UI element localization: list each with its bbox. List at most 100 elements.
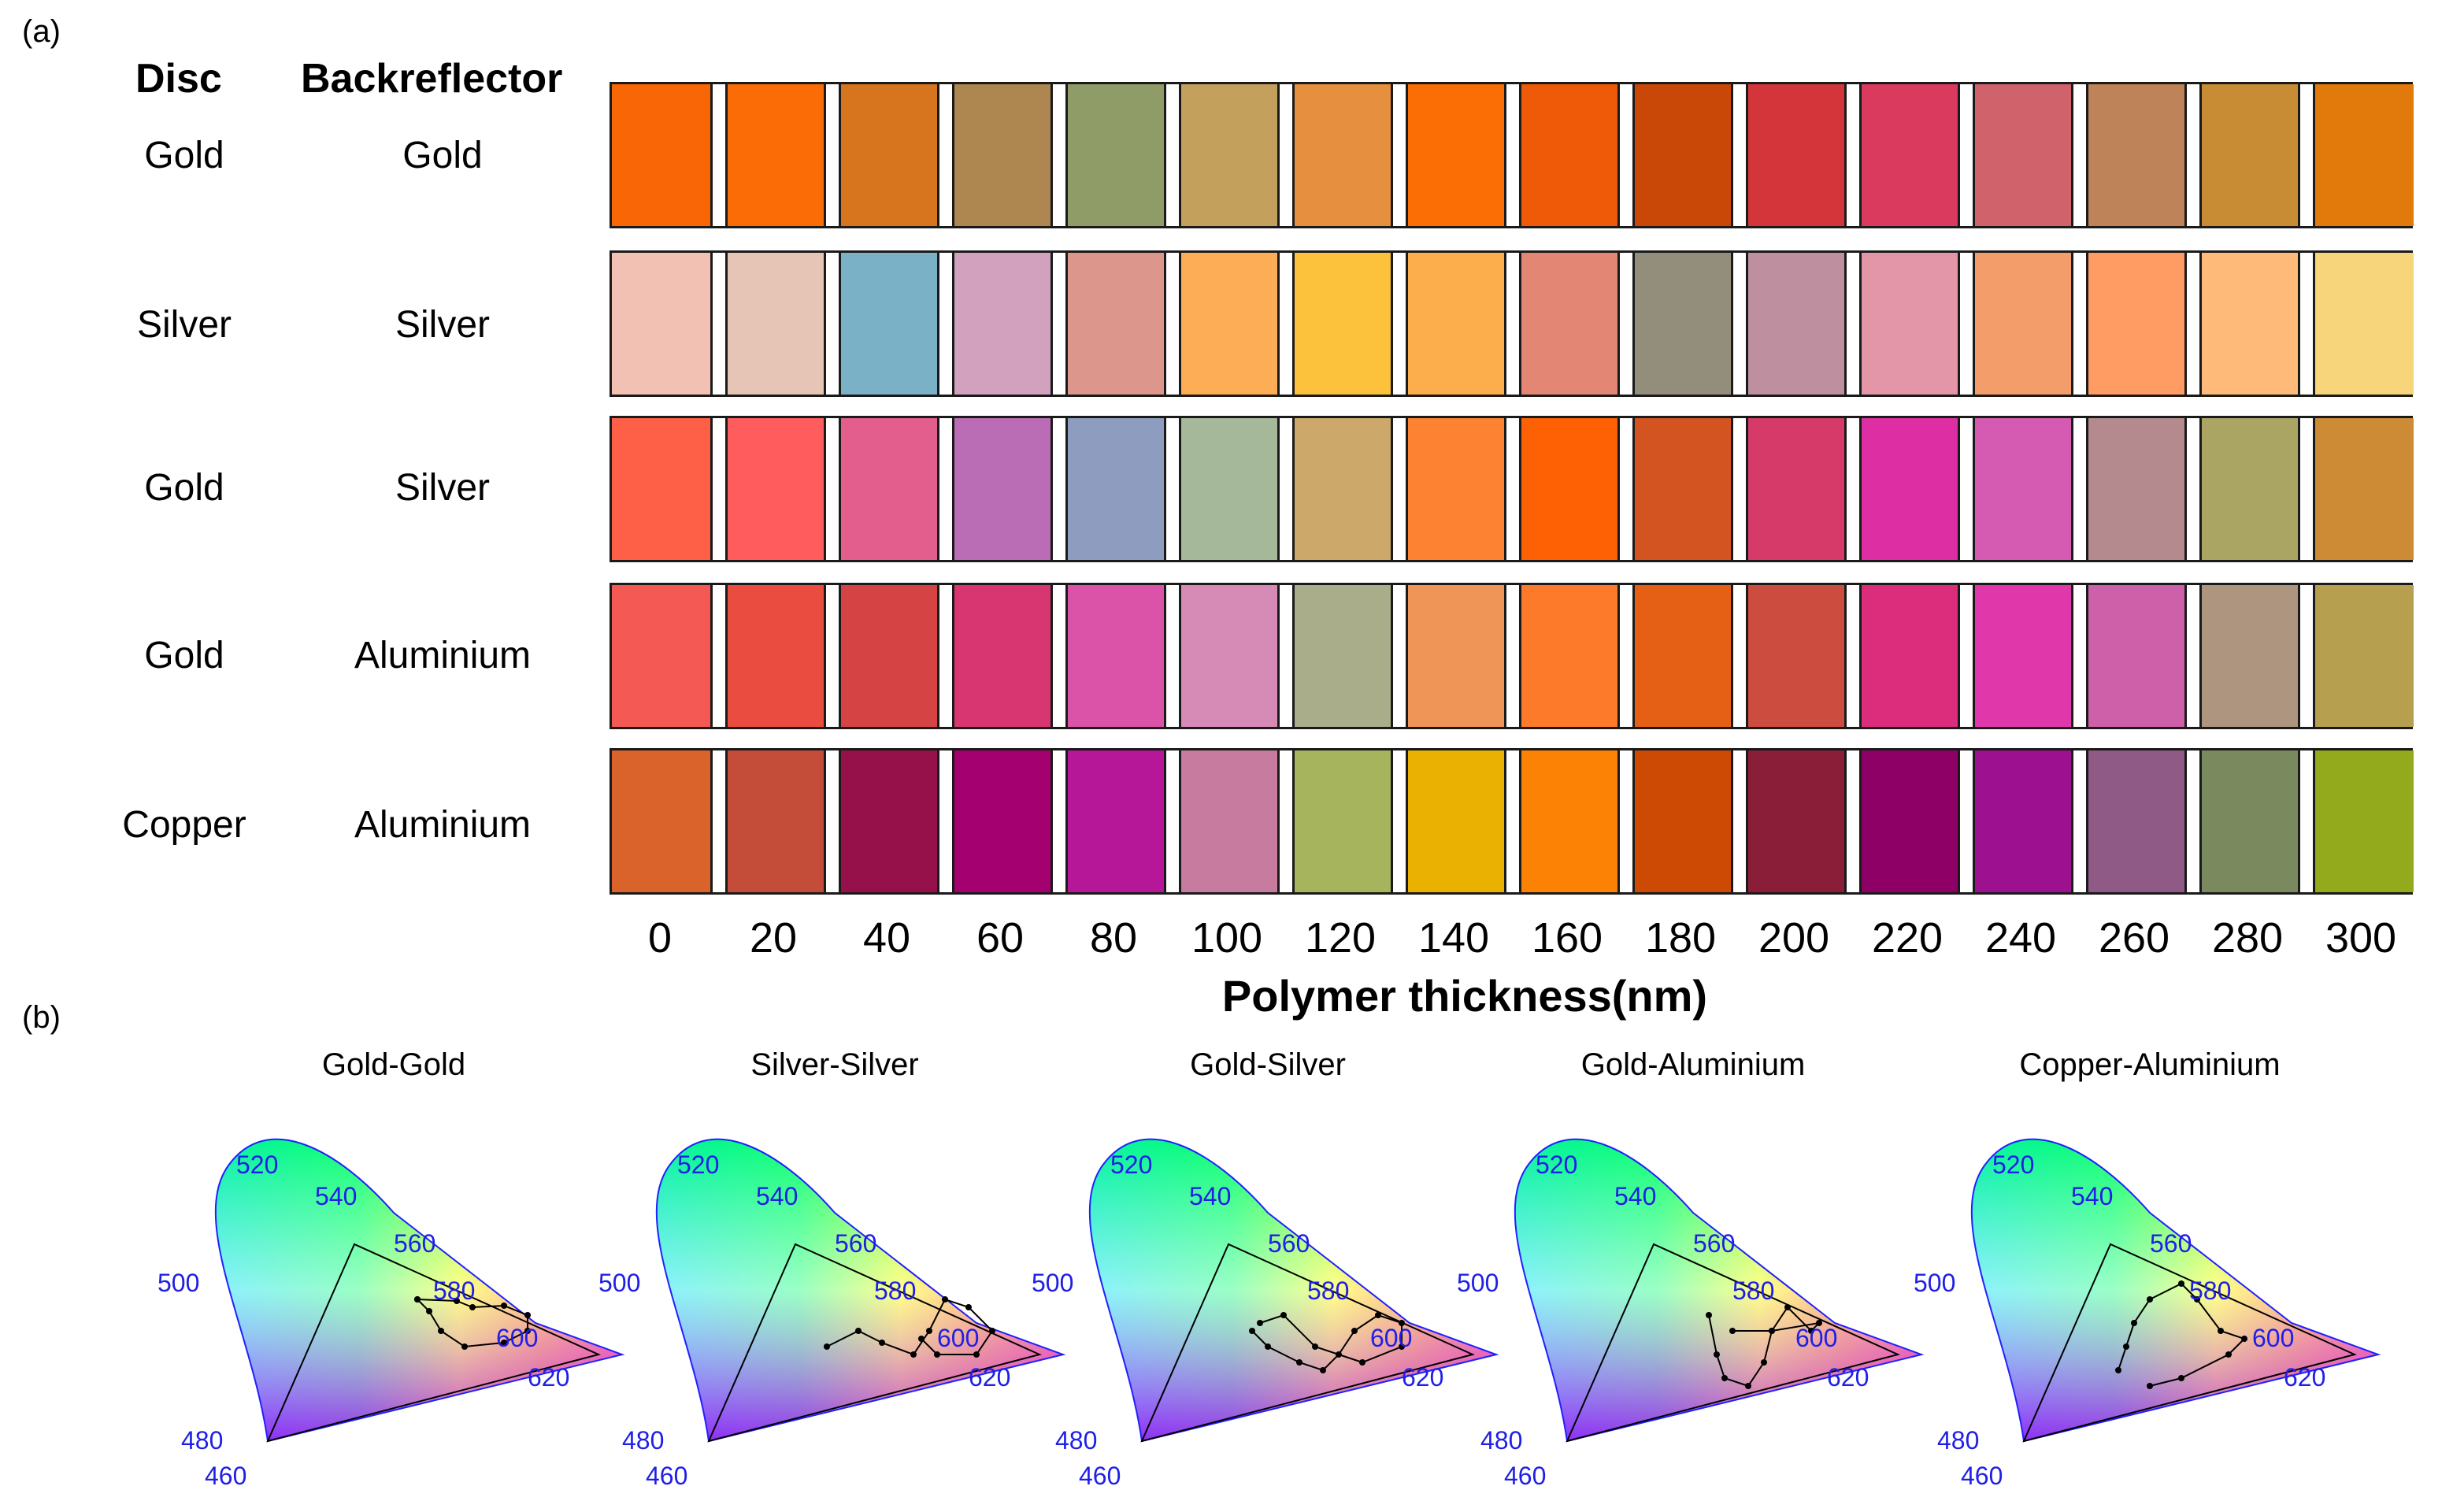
color-swatch bbox=[1406, 418, 1506, 560]
row-label-disc: Gold bbox=[144, 467, 224, 509]
wavelength-label: 560 bbox=[835, 1229, 876, 1258]
color-swatch bbox=[1065, 750, 1166, 892]
color-swatch bbox=[725, 750, 826, 892]
thickness-tick-label: 280 bbox=[2211, 914, 2284, 962]
trajectory-point bbox=[1721, 1375, 1728, 1381]
trajectory-point bbox=[414, 1296, 421, 1303]
thickness-tick-label: 220 bbox=[1871, 914, 1944, 962]
color-swatch bbox=[1406, 253, 1506, 395]
wavelength-label: 560 bbox=[2150, 1229, 2192, 1258]
trajectory-point bbox=[942, 1296, 948, 1303]
color-swatch bbox=[839, 585, 939, 727]
trajectory-point bbox=[2194, 1296, 2200, 1303]
trajectory-point bbox=[1265, 1343, 1271, 1350]
color-swatch bbox=[2086, 418, 2187, 560]
color-swatch bbox=[1746, 750, 1847, 892]
color-swatch bbox=[1746, 84, 1847, 226]
color-swatch bbox=[1406, 585, 1506, 727]
thickness-tick-label: 260 bbox=[2098, 914, 2170, 962]
color-swatch bbox=[1973, 253, 2073, 395]
color-swatch bbox=[839, 418, 939, 560]
color-swatch bbox=[952, 750, 1053, 892]
trajectory-point bbox=[501, 1340, 507, 1346]
wavelength-label: 580 bbox=[874, 1277, 916, 1305]
trajectory-point bbox=[2225, 1351, 2232, 1358]
cie-diagram-title: Copper-Aluminium bbox=[2019, 1047, 2281, 1082]
cie-chromaticity-chart: 520 540 560 580 600 620 500 480 460 bbox=[157, 1138, 625, 1488]
cie-diagram: Gold-Aluminium 520 540 560 580 600 620 500 480 46… bbox=[1457, 1047, 1929, 1488]
trajectory-point bbox=[501, 1303, 507, 1309]
trajectory-point bbox=[918, 1336, 925, 1342]
color-swatch bbox=[1632, 418, 1733, 560]
trajectory-point bbox=[2131, 1320, 2137, 1326]
trajectory-point bbox=[438, 1328, 444, 1334]
strip-row bbox=[610, 583, 2414, 729]
trajectory-point bbox=[1729, 1328, 1736, 1334]
color-swatch bbox=[839, 253, 939, 395]
row-label-disc: Copper bbox=[122, 804, 246, 846]
color-swatch bbox=[1519, 253, 1620, 395]
thickness-tick-label: 0 bbox=[647, 914, 673, 962]
color-swatch bbox=[1292, 418, 1393, 560]
wavelength-label: 600 bbox=[2252, 1324, 2294, 1352]
trajectory-point bbox=[1706, 1312, 1712, 1318]
srgb-gamut-triangle bbox=[707, 1243, 1042, 1443]
cie-diagram-title: Gold-Silver bbox=[1190, 1047, 1346, 1082]
row-label-backreflector: Aluminium bbox=[354, 804, 532, 846]
color-swatch bbox=[2313, 418, 2414, 560]
wavelength-label: 480 bbox=[1937, 1426, 1979, 1455]
trajectory-point bbox=[989, 1328, 995, 1334]
color-swatch bbox=[2313, 750, 2414, 892]
color-swatch bbox=[1632, 585, 1733, 727]
trajectory-point bbox=[1769, 1328, 1775, 1334]
cie-chromaticity-chart: 520 540 560 580 600 620 500 480 460 bbox=[598, 1138, 1066, 1488]
color-swatch bbox=[839, 750, 939, 892]
panel-label-a: (a) bbox=[22, 14, 61, 49]
color-swatch bbox=[1859, 585, 1960, 727]
trajectory-point bbox=[973, 1351, 980, 1358]
cie-chromaticity-chart: 520 540 560 580 600 620 500 480 460 bbox=[1032, 1138, 1499, 1488]
row-label-disc: Gold bbox=[144, 635, 224, 676]
color-swatch bbox=[1406, 750, 1506, 892]
x-axis-label: Polymer thickness(nm) bbox=[1221, 971, 1708, 1021]
wavelength-label: 460 bbox=[646, 1462, 687, 1488]
thickness-tick-label: 300 bbox=[2325, 914, 2397, 962]
thickness-tick-label: 140 bbox=[1417, 914, 1490, 962]
trajectory-point bbox=[855, 1328, 862, 1334]
wavelength-label: 600 bbox=[937, 1324, 979, 1352]
wavelength-label: 500 bbox=[1457, 1269, 1499, 1297]
trajectory-point bbox=[461, 1343, 468, 1350]
cie-spectral-locus-overlay bbox=[214, 1138, 625, 1443]
cie-chromaticity-chart: 520 540 560 580 600 620 500 480 460 bbox=[1457, 1138, 1925, 1488]
color-swatch bbox=[612, 585, 713, 727]
color-swatch bbox=[1519, 84, 1620, 226]
color-swatch bbox=[1746, 585, 1847, 727]
row-label-backreflector: Gold bbox=[402, 135, 483, 176]
cie-spectral-locus-overlay bbox=[1514, 1138, 1925, 1443]
color-swatch bbox=[1065, 84, 1166, 226]
trajectory-point bbox=[2147, 1296, 2153, 1303]
color-swatch bbox=[1519, 585, 1620, 727]
cie-chromaticity-chart: 520 540 560 580 600 620 500 480 460 bbox=[1914, 1138, 2381, 1488]
trajectory-point bbox=[1359, 1359, 1365, 1366]
color-swatch bbox=[1746, 253, 1847, 395]
wavelength-label: 560 bbox=[1268, 1229, 1310, 1258]
trajectory-point bbox=[1257, 1320, 1263, 1326]
thickness-tick-label: 60 bbox=[976, 914, 1025, 962]
color-swatch bbox=[612, 253, 713, 395]
wavelength-label: 600 bbox=[496, 1324, 538, 1352]
wavelength-label: 620 bbox=[2284, 1363, 2325, 1392]
wavelength-label: 520 bbox=[1110, 1151, 1152, 1179]
wavelength-label: 620 bbox=[969, 1363, 1010, 1392]
wavelength-label: 460 bbox=[1079, 1462, 1121, 1488]
trajectory-point bbox=[1249, 1328, 1255, 1334]
color-swatch bbox=[1292, 585, 1393, 727]
wavelength-label: 540 bbox=[2071, 1182, 2113, 1210]
thickness-tick-label: 80 bbox=[1089, 914, 1138, 962]
color-swatch bbox=[1406, 84, 1506, 226]
strip-row bbox=[610, 416, 2414, 562]
color-swatch bbox=[2086, 253, 2187, 395]
thickness-tick-label: 180 bbox=[1644, 914, 1717, 962]
trajectory-point bbox=[1296, 1359, 1302, 1366]
panel-label-b: (b) bbox=[22, 1000, 61, 1035]
